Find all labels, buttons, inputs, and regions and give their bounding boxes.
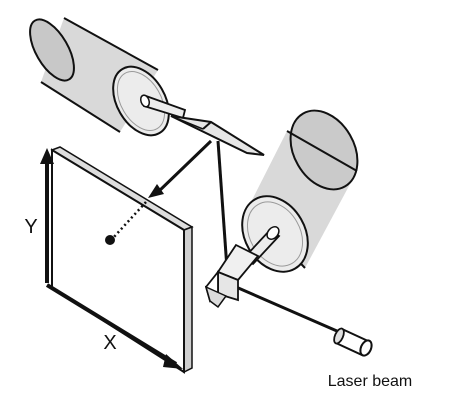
screen-face [51, 148, 185, 374]
y-axis-arrow [40, 148, 54, 283]
lower-galvo-motor [241, 109, 359, 273]
laser-source [333, 327, 373, 357]
x-axis-label: X [103, 332, 116, 354]
upper-mirror [170, 115, 265, 156]
laser-spot [105, 235, 115, 245]
projection-screen [50, 146, 194, 374]
screen-side [183, 225, 193, 374]
lower-mirror [204, 243, 260, 309]
x-axis-arrow [45, 283, 183, 369]
upper-galvo-motor [29, 17, 187, 137]
laser-beam-label: Laser beam [328, 373, 413, 390]
y-axis-label: Y [24, 216, 37, 238]
